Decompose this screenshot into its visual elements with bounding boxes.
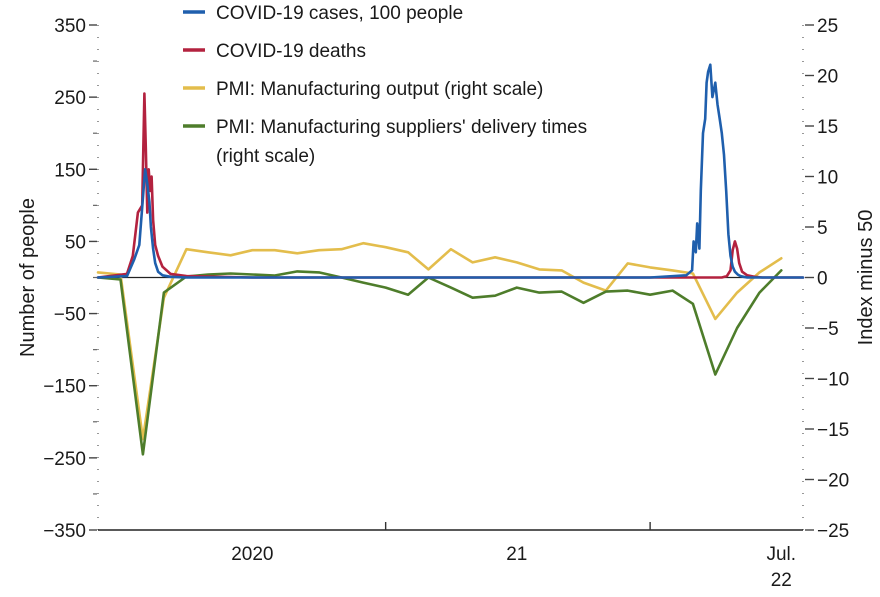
left-tick-label: 150 bbox=[54, 160, 86, 181]
left-tick-label: −250 bbox=[43, 449, 86, 470]
right-tick-label: 10 bbox=[817, 168, 838, 189]
right-tick-label: −10 bbox=[817, 370, 849, 391]
series-line-3 bbox=[96, 269, 783, 456]
left-tick-label: 50 bbox=[65, 232, 86, 253]
right-tick-label: 25 bbox=[817, 16, 838, 37]
legend: COVID-19 cases, 100 people COVID-19 death… bbox=[183, 3, 587, 167]
left-tick-label: −350 bbox=[43, 521, 86, 542]
legend-label: PMI: Manufacturing suppliers' delivery t… bbox=[216, 117, 587, 138]
right-axis-title: Index minus 50 bbox=[855, 210, 877, 346]
series-line-1 bbox=[96, 92, 805, 279]
series-line-2 bbox=[96, 241, 783, 441]
right-axis: 25 20 15 10 5 0 −5 −10 −15 −20 −25 bbox=[802, 16, 849, 542]
right-tick-label: −15 bbox=[817, 420, 849, 441]
x-tick-label: 2020 bbox=[231, 544, 273, 565]
legend-label: COVID-19 cases, 100 people bbox=[216, 3, 463, 24]
series-layer bbox=[96, 63, 805, 456]
legend-label: COVID-19 deaths bbox=[216, 41, 366, 62]
left-axis: 350 250 150 50 −50 −150 −250 −350 bbox=[43, 16, 99, 542]
right-tick-label: 5 bbox=[817, 218, 828, 239]
left-tick-label: −50 bbox=[54, 305, 86, 326]
left-tick-label: −150 bbox=[43, 377, 86, 398]
left-tick-label: 250 bbox=[54, 88, 86, 109]
right-tick-label: 0 bbox=[817, 269, 828, 290]
legend-label: (right scale) bbox=[216, 146, 315, 167]
left-axis-title: Number of people bbox=[17, 198, 39, 357]
right-tick-label: 15 bbox=[817, 117, 838, 138]
series-line-0 bbox=[96, 63, 805, 279]
x-axis: 2020 21 Jul. 22 bbox=[98, 522, 803, 591]
right-tick-label: −5 bbox=[817, 319, 839, 340]
x-tick-label: 22 bbox=[771, 570, 792, 591]
right-tick-label: −25 bbox=[817, 521, 849, 542]
right-tick-label: 20 bbox=[817, 67, 838, 88]
x-tick-label: Jul. bbox=[766, 544, 796, 565]
right-tick-label: −20 bbox=[817, 471, 849, 492]
legend-label: PMI: Manufacturing output (right scale) bbox=[216, 79, 543, 100]
x-tick-label: 21 bbox=[506, 544, 527, 565]
left-tick-label: 350 bbox=[54, 16, 86, 37]
